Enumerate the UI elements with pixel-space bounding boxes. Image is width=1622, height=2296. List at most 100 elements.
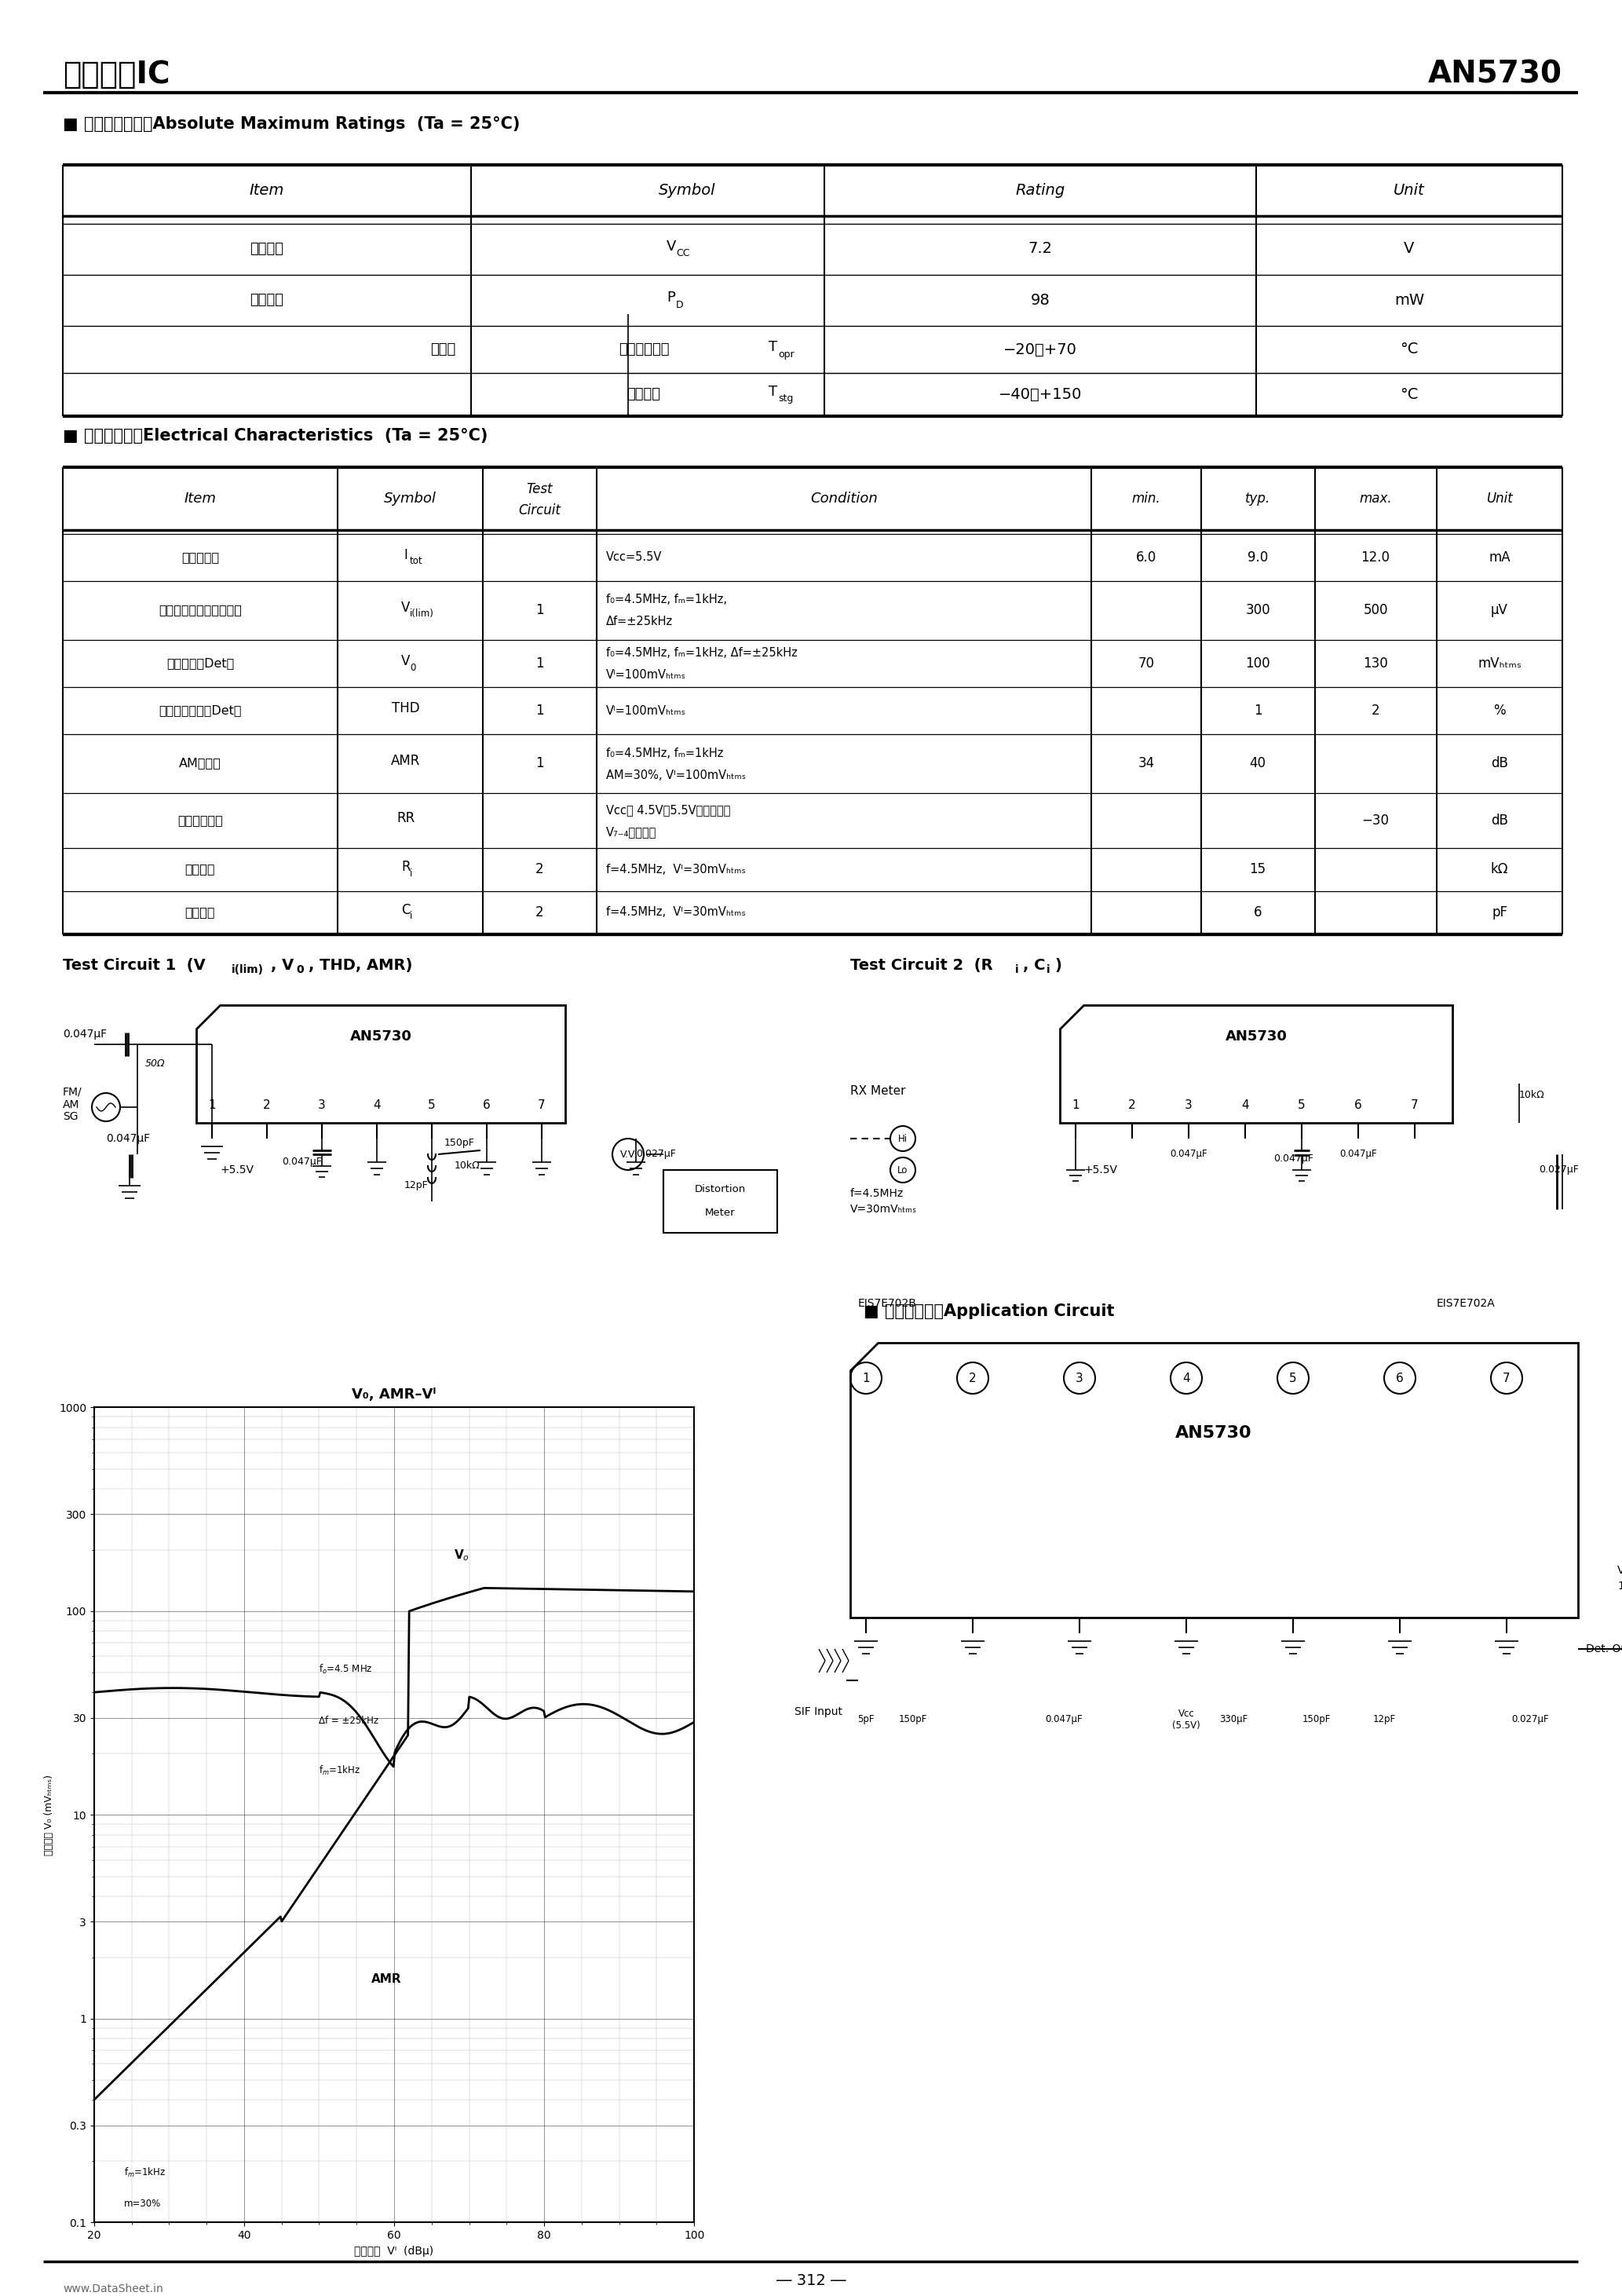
Text: 1: 1: [535, 657, 543, 670]
Text: 1: 1: [208, 1100, 216, 1111]
Text: テレビ用IC: テレビ用IC: [63, 60, 170, 90]
Text: Δf = ±25kHz: Δf = ±25kHz: [320, 1715, 380, 1727]
Text: i(lim): i(lim): [232, 964, 264, 976]
Text: Vᴄᴄ=5.5V: Vᴄᴄ=5.5V: [607, 551, 662, 563]
Text: 6: 6: [483, 1100, 490, 1111]
Text: 電源電圧: 電源電圧: [250, 241, 284, 255]
Text: SG: SG: [63, 1111, 78, 1123]
Text: 0.027μF: 0.027μF: [1539, 1164, 1578, 1176]
Text: 4: 4: [373, 1100, 381, 1111]
Text: mVₕₜₘₛ: mVₕₜₘₛ: [1478, 657, 1521, 670]
Text: 0: 0: [295, 964, 303, 976]
Text: V: V: [401, 602, 410, 615]
Text: i: i: [410, 868, 412, 879]
Text: V: V: [1405, 241, 1414, 257]
Text: 2: 2: [263, 1100, 271, 1111]
Text: SIF Input: SIF Input: [795, 1706, 842, 1717]
Text: 1: 1: [535, 755, 543, 769]
Text: Lo: Lo: [897, 1164, 908, 1176]
Text: V: V: [401, 654, 410, 668]
Text: min.: min.: [1132, 491, 1161, 505]
Text: 温　度: 温 度: [430, 342, 456, 356]
Text: Vᴵ=100mVₕₜₘₛ: Vᴵ=100mVₕₜₘₛ: [607, 705, 686, 716]
Text: Distortion: Distortion: [694, 1185, 746, 1194]
Text: ■ 電気的特性／Electrical Characteristics  (Ta = 25°C): ■ 電気的特性／Electrical Characteristics (Ta =…: [63, 427, 488, 443]
Text: 1: 1: [863, 1373, 869, 1384]
Text: 150pF: 150pF: [899, 1715, 928, 1724]
Text: 2: 2: [968, 1373, 976, 1384]
Text: i: i: [1015, 964, 1019, 976]
Text: 12pF: 12pF: [1372, 1715, 1395, 1724]
Text: 10kΩ: 10kΩ: [1617, 1580, 1622, 1591]
Text: 0.047μF: 0.047μF: [63, 1029, 107, 1040]
Text: 12pF: 12pF: [404, 1180, 428, 1192]
Text: +5.5V: +5.5V: [221, 1164, 253, 1176]
Text: mA: mA: [1489, 551, 1510, 565]
Text: 動作周囲温度: 動作周囲温度: [618, 342, 670, 356]
Title: V₀, AMR–Vᴵ: V₀, AMR–Vᴵ: [352, 1387, 436, 1403]
Text: R: R: [401, 859, 410, 875]
Text: −20～+70: −20～+70: [1004, 342, 1077, 356]
Text: Vᴵ=100mVₕₜₘₛ: Vᴵ=100mVₕₜₘₛ: [607, 670, 686, 682]
Text: AMR: AMR: [391, 753, 420, 767]
Text: −40～+150: −40～+150: [999, 386, 1082, 402]
Text: 150pF: 150pF: [444, 1137, 475, 1148]
Text: typ.: typ.: [1246, 491, 1270, 505]
Text: stg: stg: [779, 395, 793, 404]
Text: 300: 300: [1246, 604, 1270, 618]
Text: 100: 100: [1246, 657, 1270, 670]
Text: −30: −30: [1362, 813, 1388, 827]
Polygon shape: [1059, 1006, 1452, 1123]
Text: 50Ω: 50Ω: [146, 1058, 165, 1070]
Text: f$_m$=1kHz: f$_m$=1kHz: [123, 2165, 165, 2179]
Text: f₀=4.5MHz, fₘ=1kHz: f₀=4.5MHz, fₘ=1kHz: [607, 746, 723, 760]
Text: RR: RR: [397, 810, 415, 824]
Text: AM抑圧比: AM抑圧比: [178, 758, 221, 769]
Text: pF: pF: [1492, 905, 1507, 918]
Text: AN5730: AN5730: [1176, 1426, 1252, 1442]
Text: V₇₋₄の変化分: V₇₋₄の変化分: [607, 827, 657, 838]
Text: 0.047μF: 0.047μF: [1045, 1715, 1082, 1724]
Text: dB: dB: [1491, 813, 1508, 827]
Text: tot: tot: [410, 556, 423, 567]
Text: EIS7E702B: EIS7E702B: [858, 1297, 916, 1309]
Text: リプル除去比: リプル除去比: [177, 815, 222, 827]
Text: Unit: Unit: [1393, 184, 1424, 197]
Text: °C: °C: [1400, 386, 1418, 402]
Text: 6: 6: [1397, 1373, 1403, 1384]
Text: D: D: [676, 298, 683, 310]
Text: www.DataSheet.in: www.DataSheet.in: [63, 2285, 164, 2294]
Text: Meter: Meter: [706, 1208, 735, 1219]
Text: , C: , C: [1023, 957, 1045, 974]
Text: AM: AM: [63, 1100, 79, 1111]
Text: 500: 500: [1362, 604, 1388, 618]
Text: AM=30%, Vᴵ=100mVₕₜₘₛ: AM=30%, Vᴵ=100mVₕₜₘₛ: [607, 769, 746, 781]
Text: μV: μV: [1491, 604, 1508, 618]
Text: VR: VR: [1617, 1566, 1622, 1575]
Text: T: T: [769, 386, 777, 400]
Text: AMR: AMR: [371, 1975, 402, 1986]
Text: 3: 3: [318, 1100, 326, 1111]
Text: ■ 応用回路例／Application Circuit: ■ 応用回路例／Application Circuit: [863, 1304, 1114, 1320]
Text: mW: mW: [1395, 292, 1424, 308]
Text: Circuit: Circuit: [517, 503, 561, 517]
Text: i: i: [1046, 964, 1049, 976]
Text: Vᴄᴄを 4.5Vと5.5Vにした時の: Vᴄᴄを 4.5Vと5.5Vにした時の: [607, 804, 730, 817]
Text: Item: Item: [185, 491, 216, 505]
Text: I: I: [404, 549, 407, 563]
Text: m=30%: m=30%: [123, 2200, 161, 2209]
Text: ■ 絶対最大定格／Absolute Maximum Ratings  (Ta = 25°C): ■ 絶対最大定格／Absolute Maximum Ratings (Ta = …: [63, 117, 521, 131]
Text: %: %: [1494, 703, 1505, 719]
Text: 130: 130: [1362, 657, 1388, 670]
Text: i(lim): i(lim): [410, 608, 435, 620]
Text: 7: 7: [1411, 1100, 1419, 1111]
Text: AN5730: AN5730: [1225, 1029, 1288, 1045]
Text: 6: 6: [1354, 1100, 1362, 1111]
Text: C: C: [401, 902, 410, 916]
Text: 保存温度: 保存温度: [626, 388, 660, 402]
Text: 2: 2: [535, 863, 543, 877]
Text: 5: 5: [1289, 1373, 1298, 1384]
Text: Symbol: Symbol: [659, 184, 715, 197]
Text: ― 312 ―: ― 312 ―: [777, 2273, 845, 2289]
Text: Symbol: Symbol: [383, 491, 436, 505]
